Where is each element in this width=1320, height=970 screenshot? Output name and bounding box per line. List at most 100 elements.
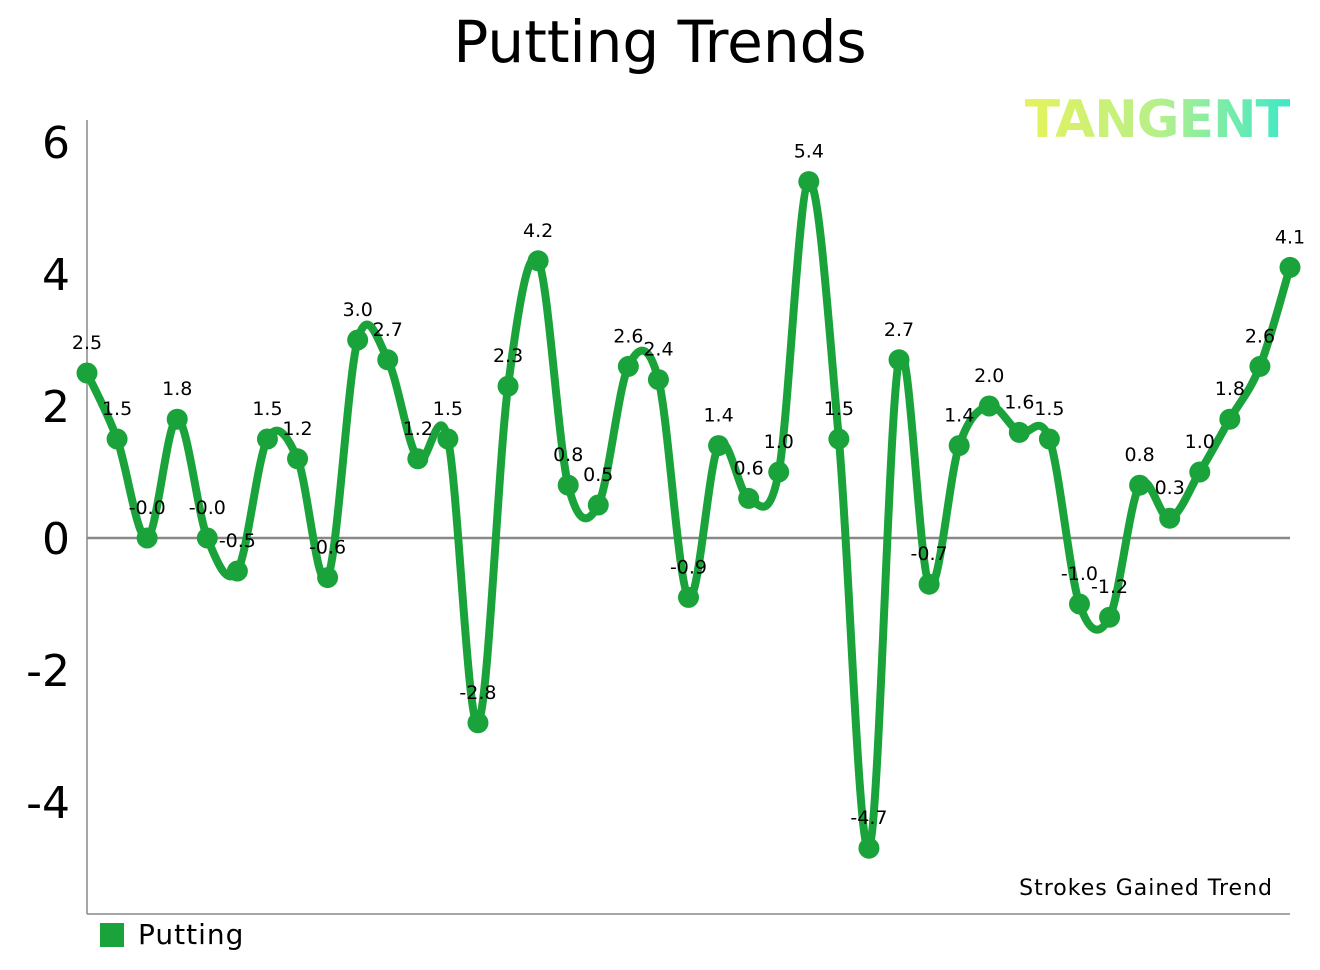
data-label: 1.5 (1034, 398, 1064, 420)
data-label: 0.3 (1155, 477, 1185, 499)
data-label: -0.6 (309, 537, 346, 559)
series-line-putting (83, 177, 1294, 853)
brand-logo: TANGENT (1024, 90, 1291, 150)
data-label: 1.5 (252, 398, 282, 420)
data-point (587, 494, 609, 516)
data-point (196, 527, 218, 549)
data-point (858, 837, 880, 859)
data-label: 2.7 (884, 319, 914, 341)
legend: Putting (100, 918, 244, 951)
data-point (377, 349, 399, 371)
data-point (347, 329, 369, 351)
data-label: 1.8 (1215, 378, 1245, 400)
data-point (287, 448, 309, 470)
data-point (317, 567, 339, 589)
data-label: -0.5 (219, 530, 256, 552)
data-point (888, 349, 910, 371)
data-point (708, 435, 730, 457)
data-point (106, 428, 128, 450)
data-label: 3.0 (343, 299, 373, 321)
data-point (948, 435, 970, 457)
data-point (1099, 606, 1121, 628)
data-label: 0.8 (1125, 444, 1155, 466)
data-label: 1.5 (102, 398, 132, 420)
data-point (76, 362, 98, 384)
data-point (768, 461, 790, 483)
data-label: -1.0 (1061, 563, 1098, 585)
data-label: -4.7 (850, 807, 887, 829)
data-label: 0.6 (734, 457, 764, 479)
data-point (226, 560, 248, 582)
y-tick-label: -2 (26, 646, 70, 697)
data-label: 1.0 (764, 431, 794, 453)
data-point (467, 712, 489, 734)
y-tick-labels: 6 4 2 0 -2 -4 (26, 118, 70, 829)
data-label: 1.2 (403, 418, 433, 440)
data-point (256, 428, 278, 450)
data-label: 1.5 (824, 398, 854, 420)
data-label: 2.6 (613, 325, 643, 347)
y-tick-label: 6 (42, 118, 70, 169)
data-label: 2.5 (72, 332, 102, 354)
data-label: 2.7 (373, 319, 403, 341)
data-label: 4.1 (1275, 226, 1305, 248)
data-label: 2.6 (1245, 325, 1275, 347)
data-label: 5.4 (794, 141, 824, 163)
data-point (136, 527, 158, 549)
data-label: 4.2 (523, 220, 553, 242)
y-tick-label: 0 (42, 514, 70, 565)
data-point (1038, 428, 1060, 450)
data-point (798, 171, 820, 193)
data-point (738, 487, 760, 509)
data-point (1279, 256, 1301, 278)
data-point (1068, 593, 1090, 615)
y-tick-label: -4 (26, 778, 70, 829)
data-label: 0.8 (553, 444, 583, 466)
data-labels: 2.51.5-0.01.8-0.0-0.51.51.2-0.63.02.71.2… (72, 141, 1305, 830)
data-point (617, 355, 639, 377)
data-point (527, 250, 549, 272)
data-point (557, 474, 579, 496)
legend-swatch (100, 922, 124, 947)
data-point (1008, 421, 1030, 443)
data-point (1189, 461, 1211, 483)
data-label: 1.5 (433, 398, 463, 420)
data-label: 2.0 (974, 365, 1004, 387)
data-label: 1.6 (1004, 391, 1034, 413)
y-tick-label: 2 (42, 382, 70, 433)
data-label: -0.7 (911, 543, 948, 565)
data-label: 1.4 (944, 405, 974, 427)
data-label: 1.8 (162, 378, 192, 400)
data-point (918, 573, 940, 595)
data-label: -1.2 (1091, 576, 1128, 598)
data-point (437, 428, 459, 450)
y-tick-label: 4 (42, 250, 70, 301)
data-point (1249, 355, 1271, 377)
data-point (407, 448, 429, 470)
data-label: 2.4 (643, 339, 673, 361)
chart-title: Putting Trends (453, 8, 867, 76)
data-point (1129, 474, 1151, 496)
data-label: 1.0 (1185, 431, 1215, 453)
data-label: 1.2 (282, 418, 312, 440)
data-label: 1.4 (703, 405, 733, 427)
data-point (678, 586, 699, 608)
data-label: 0.5 (583, 464, 613, 486)
data-point (1159, 507, 1181, 529)
data-point (166, 408, 188, 430)
data-point (978, 395, 1000, 417)
data-label: -0.0 (189, 497, 226, 519)
data-label: 2.3 (493, 345, 523, 367)
data-point (1219, 408, 1241, 430)
data-label: -0.0 (129, 497, 166, 519)
chart-annotation: Strokes Gained Trend (1019, 876, 1273, 901)
legend-label: Putting (138, 918, 245, 951)
chart-axes (86, 120, 1290, 915)
data-label: -2.8 (459, 682, 496, 704)
series-putting (83, 177, 1294, 853)
data-point (828, 428, 850, 450)
data-points (76, 171, 1301, 859)
data-point (647, 369, 669, 391)
data-label: -0.9 (670, 556, 707, 578)
